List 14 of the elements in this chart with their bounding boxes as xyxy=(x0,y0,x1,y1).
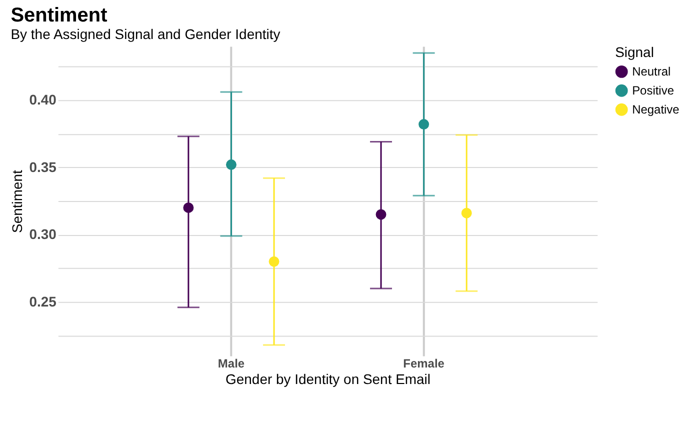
legend-label: Positive xyxy=(632,84,674,98)
y-tick-label: 0.35 xyxy=(29,158,57,175)
y-tick-label: 0.25 xyxy=(29,293,57,310)
y-tick-label: 0.30 xyxy=(29,226,57,242)
legend-title: Signal xyxy=(615,44,654,60)
x-axis-title: Gender by Identity on Sent Email xyxy=(226,371,431,388)
x-tick-label: Male xyxy=(218,356,245,370)
x-tick-label: Female xyxy=(403,356,445,370)
y-axis-title: Sentiment xyxy=(9,170,26,233)
legend-label: Negative xyxy=(632,102,680,117)
legend-label: Neutral xyxy=(632,64,671,79)
chart-title: Sentiment xyxy=(10,4,108,26)
chart-subtitle: By the Assigned Signal and Gender Identity xyxy=(10,26,280,42)
y-tick-label: 0.40 xyxy=(29,92,57,108)
